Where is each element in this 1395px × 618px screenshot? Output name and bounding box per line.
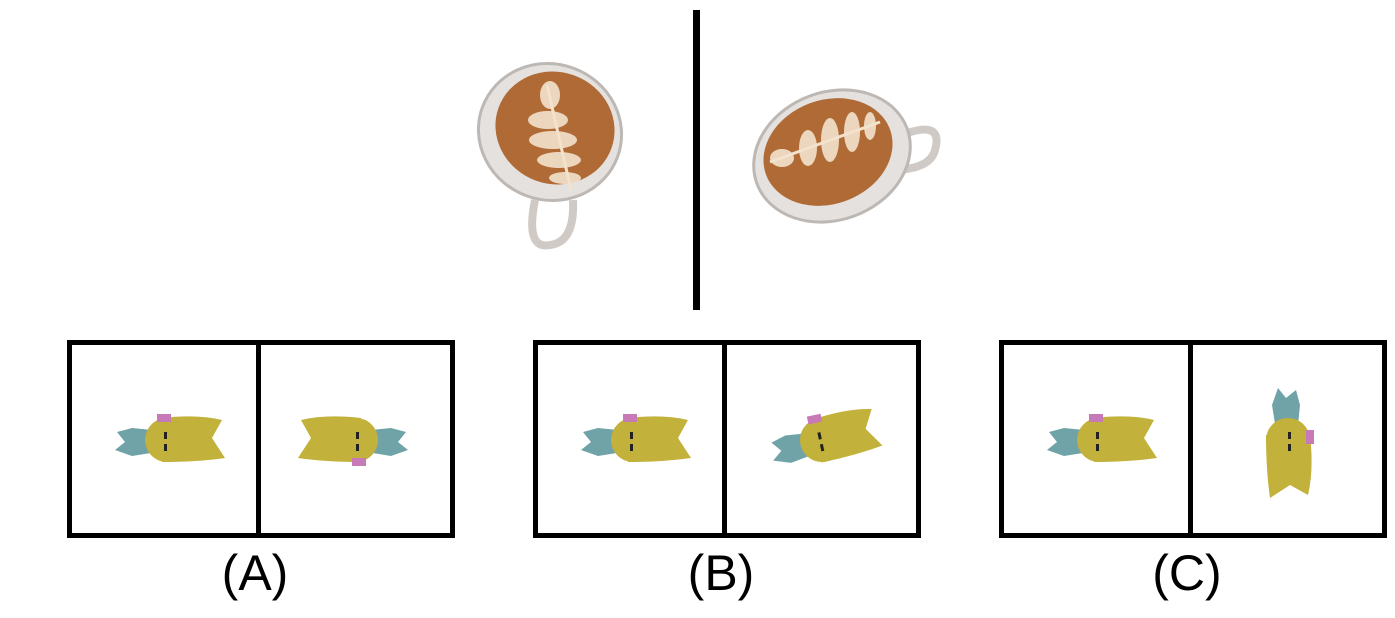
reference-cup-left [455, 50, 645, 260]
option-b-left-image [538, 345, 727, 533]
cat-figure-icon [298, 416, 408, 466]
reference-cup-right [740, 70, 950, 240]
option-a-divider [256, 340, 261, 538]
cat-figure-icon [115, 414, 225, 462]
option-b-label: (B) [687, 545, 755, 601]
latte-cup-icon [752, 88, 941, 224]
option-a-panel[interactable] [67, 340, 455, 538]
option-a-left-image [72, 345, 261, 533]
reference-divider [693, 10, 700, 310]
option-b-right-image [727, 345, 916, 533]
cat-figure-icon [581, 414, 691, 462]
cat-figure-icon [1266, 388, 1314, 498]
option-c-right-image [1193, 345, 1382, 533]
option-b-divider [722, 340, 727, 538]
cat-figure-icon [771, 409, 883, 463]
option-c-left-image [1004, 345, 1193, 533]
option-c-frame [999, 340, 1387, 538]
cat-figure-icon [1047, 414, 1157, 462]
option-c-divider [1188, 340, 1193, 538]
option-a-label: (A) [221, 545, 289, 601]
option-c-label: (C) [1152, 545, 1222, 601]
latte-cup-icon [476, 62, 624, 250]
option-b-panel[interactable] [533, 340, 921, 538]
option-a-right-image [261, 345, 450, 533]
option-c-panel[interactable] [999, 340, 1387, 538]
